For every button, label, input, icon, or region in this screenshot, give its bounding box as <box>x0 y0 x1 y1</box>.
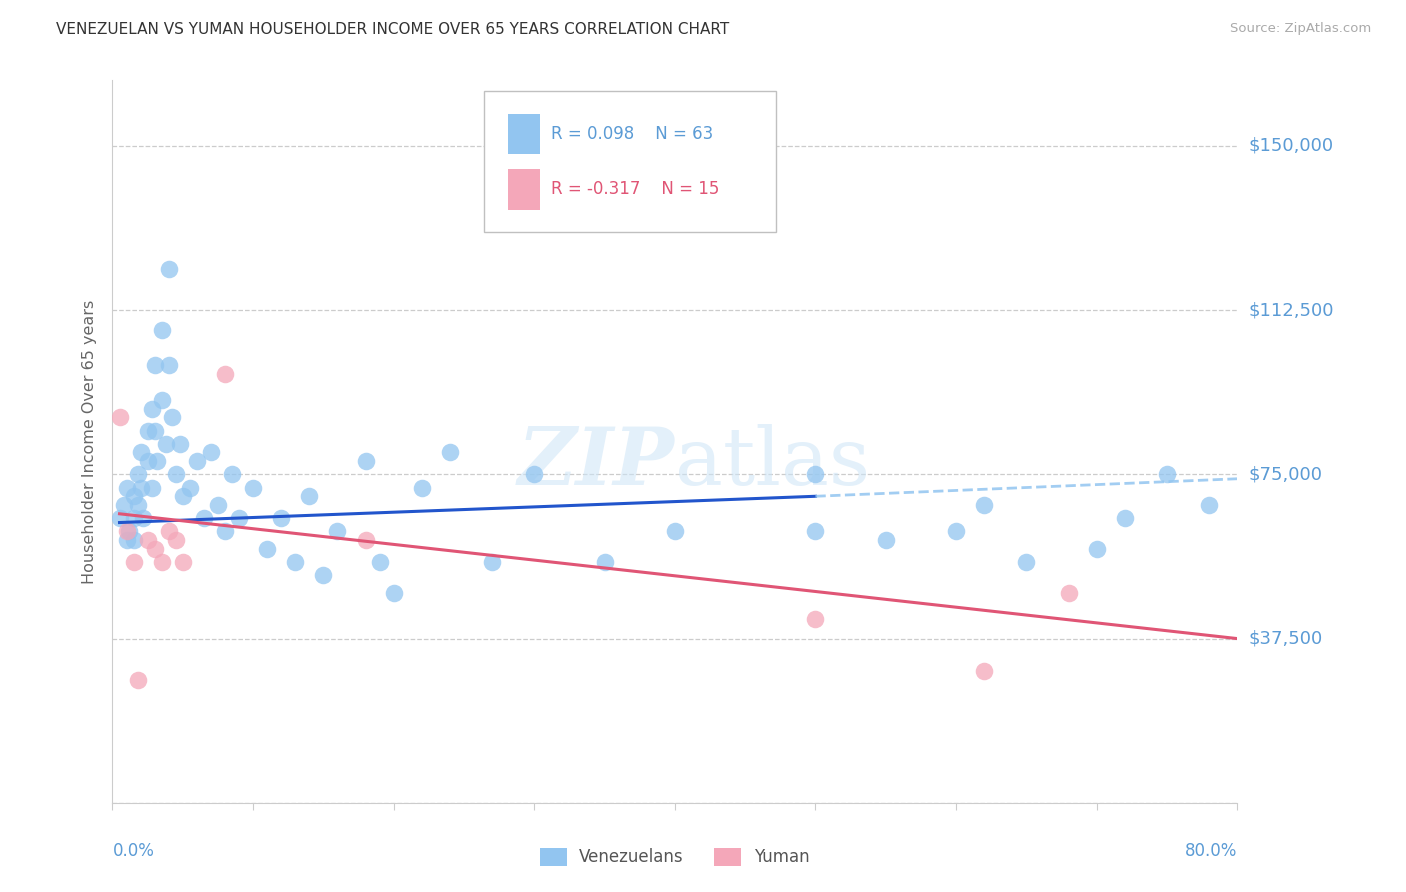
FancyBboxPatch shape <box>714 848 741 865</box>
Point <box>270 511 292 525</box>
Point <box>284 555 307 569</box>
Point <box>108 511 131 525</box>
Point <box>1156 467 1178 482</box>
Point <box>664 524 686 539</box>
Point <box>354 533 377 547</box>
Point <box>118 524 141 539</box>
Point <box>143 424 166 438</box>
Point <box>165 467 187 482</box>
Point <box>132 511 155 525</box>
Point <box>193 511 215 525</box>
Point <box>875 533 897 547</box>
Text: ZIP: ZIP <box>517 425 675 502</box>
Y-axis label: Householder Income Over 65 years: Householder Income Over 65 years <box>82 300 97 583</box>
Point <box>108 410 131 425</box>
FancyBboxPatch shape <box>509 113 540 154</box>
Point <box>179 481 201 495</box>
Point <box>804 524 827 539</box>
Point <box>973 665 995 679</box>
FancyBboxPatch shape <box>509 169 540 210</box>
Point <box>129 481 152 495</box>
Point <box>326 524 349 539</box>
Point <box>172 489 194 503</box>
Point <box>354 454 377 468</box>
Point <box>312 568 335 582</box>
Point <box>136 424 159 438</box>
Point <box>129 445 152 459</box>
Text: Yuman: Yuman <box>754 848 810 866</box>
Point <box>146 454 169 468</box>
Text: Source: ZipAtlas.com: Source: ZipAtlas.com <box>1230 22 1371 36</box>
FancyBboxPatch shape <box>540 848 567 865</box>
Point <box>160 410 183 425</box>
Text: Venezuelans: Venezuelans <box>579 848 683 866</box>
Point <box>1114 511 1136 525</box>
Text: $150,000: $150,000 <box>1249 137 1333 155</box>
Point <box>368 555 391 569</box>
Point <box>382 585 405 599</box>
Point <box>141 401 163 416</box>
Point <box>155 436 177 450</box>
Point <box>112 498 135 512</box>
Text: $112,500: $112,500 <box>1249 301 1334 319</box>
Point <box>150 392 173 407</box>
Point <box>1015 555 1038 569</box>
Point <box>127 467 149 482</box>
Point <box>136 454 159 468</box>
Point <box>127 673 149 688</box>
Point <box>242 481 264 495</box>
Point <box>143 541 166 556</box>
Point <box>122 511 145 525</box>
Point <box>115 524 138 539</box>
Text: VENEZUELAN VS YUMAN HOUSEHOLDER INCOME OVER 65 YEARS CORRELATION CHART: VENEZUELAN VS YUMAN HOUSEHOLDER INCOME O… <box>56 22 730 37</box>
Point <box>1057 585 1080 599</box>
Point <box>172 555 194 569</box>
Point <box>221 467 243 482</box>
Point <box>411 481 433 495</box>
Point <box>200 445 222 459</box>
Point <box>122 533 145 547</box>
Text: atlas: atlas <box>675 425 870 502</box>
Point <box>150 555 173 569</box>
Point <box>973 498 995 512</box>
Point <box>157 358 180 372</box>
Point <box>945 524 967 539</box>
Point <box>143 358 166 372</box>
Point <box>439 445 461 459</box>
Text: R = 0.098    N = 63: R = 0.098 N = 63 <box>551 125 713 143</box>
Point <box>157 261 180 276</box>
Point <box>165 533 187 547</box>
Point <box>214 367 236 381</box>
Point <box>207 498 229 512</box>
Text: 80.0%: 80.0% <box>1185 842 1237 860</box>
Point <box>481 555 503 569</box>
Point <box>141 481 163 495</box>
Point <box>1198 498 1220 512</box>
Point <box>122 555 145 569</box>
Point <box>169 436 191 450</box>
Point <box>804 467 827 482</box>
Point <box>186 454 208 468</box>
Text: R = -0.317    N = 15: R = -0.317 N = 15 <box>551 180 720 198</box>
Point <box>136 533 159 547</box>
Point <box>214 524 236 539</box>
Point <box>115 533 138 547</box>
Point <box>256 541 278 556</box>
Point <box>122 489 145 503</box>
Text: 0.0%: 0.0% <box>112 842 155 860</box>
Point <box>1085 541 1108 556</box>
Point <box>228 511 250 525</box>
Point <box>804 612 827 626</box>
Point <box>150 323 173 337</box>
Point <box>157 524 180 539</box>
Text: $75,000: $75,000 <box>1249 466 1323 483</box>
Point <box>115 481 138 495</box>
Point <box>523 467 546 482</box>
FancyBboxPatch shape <box>484 91 776 232</box>
Text: $37,500: $37,500 <box>1249 630 1323 648</box>
Point <box>127 498 149 512</box>
Point <box>298 489 321 503</box>
Point <box>593 555 616 569</box>
